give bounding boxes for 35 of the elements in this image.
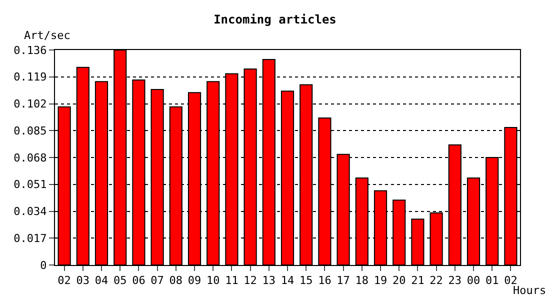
x-tick-label: 07 — [150, 274, 164, 288]
x-tick-label: 22 — [430, 274, 443, 288]
x-tick-label: 19 — [374, 274, 388, 288]
x-tick-label: 17 — [336, 274, 350, 288]
x-tick-label: 23 — [448, 274, 462, 288]
y-tick-label: 0.085 — [14, 124, 47, 138]
x-tick-label: 00 — [466, 274, 480, 288]
y-tick-label: 0.051 — [14, 178, 47, 192]
y-tick-label: 0.034 — [14, 205, 48, 218]
x-tick-label: 10 — [206, 274, 220, 288]
x-tick-label: 06 — [132, 274, 146, 288]
x-tick-label: 16 — [318, 274, 332, 288]
x-tick-label: 14 — [280, 274, 294, 288]
x-tick-label: 01 — [485, 274, 499, 288]
x-tick-label: 21 — [411, 274, 424, 288]
y-tick-label: 0.136 — [14, 44, 47, 57]
y-tick-label: 0.017 — [14, 232, 47, 245]
x-tick-label: 04 — [94, 274, 108, 288]
x-tick-label: 02 — [58, 274, 71, 288]
x-tick-label: 18 — [355, 274, 369, 288]
x-tick-label: 08 — [169, 274, 183, 288]
x-tick-label: 12 — [244, 274, 257, 288]
x-tick-label: 15 — [299, 274, 313, 288]
x-tick-label: 11 — [225, 274, 238, 288]
y-tick-label: 0.068 — [14, 151, 47, 164]
y-tick-label: 0.102 — [14, 98, 47, 111]
x-tick-label: 05 — [113, 274, 127, 288]
y-axis-title: Art/sec — [24, 29, 70, 42]
x-tick-label: 13 — [262, 274, 276, 288]
y-tick-label: 0.119 — [14, 70, 47, 84]
y-tick-label: 0 — [40, 258, 47, 272]
x-tick-label: 09 — [188, 274, 202, 288]
x-tick-label: 03 — [76, 274, 90, 288]
x-tick-label: 20 — [392, 274, 406, 288]
chart-title: Incoming articles — [214, 12, 336, 26]
